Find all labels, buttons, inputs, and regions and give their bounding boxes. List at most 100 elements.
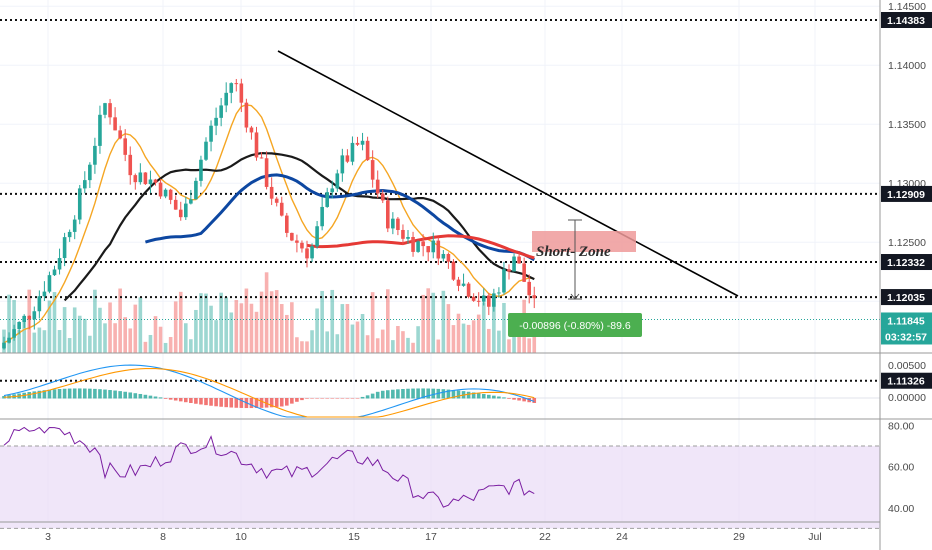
macd-histogram-bar <box>345 398 350 399</box>
rsi-band <box>0 446 880 529</box>
macd-histogram-bar <box>355 398 360 399</box>
volume-bar <box>264 272 269 353</box>
macd-histogram-bar <box>229 398 234 408</box>
price-scale[interactable]: 1.145001.140001.135001.130001.125001.120… <box>881 1 932 515</box>
volume-bar <box>234 299 239 353</box>
volume-bar <box>83 318 87 353</box>
candle-body <box>22 315 26 322</box>
macd-histogram-bar <box>290 398 294 404</box>
candle-body <box>380 193 385 201</box>
volume-bar <box>481 302 486 353</box>
macd-histogram-bar <box>219 398 223 407</box>
candle-body <box>269 186 274 199</box>
macd-histogram-bar <box>426 388 430 399</box>
volume-bar <box>365 335 370 353</box>
candle-body <box>320 206 324 227</box>
volume-bar <box>431 292 436 353</box>
price-scale-tag: 1.12035 <box>881 289 932 306</box>
candle-body <box>481 295 486 302</box>
candlestick-series[interactable] <box>2 78 537 350</box>
volume-bar <box>168 337 173 353</box>
volume-bar <box>375 338 380 353</box>
volume-bar <box>229 312 234 353</box>
candle-body <box>178 209 183 218</box>
macd-histogram-bar <box>259 398 264 408</box>
volume-bar <box>128 328 133 353</box>
candle-body <box>98 114 102 146</box>
candle-body <box>345 155 350 162</box>
candle-body <box>83 180 87 189</box>
macd-histogram-bar <box>421 388 425 399</box>
volume-bar <box>335 334 340 353</box>
candle-body <box>350 142 355 162</box>
macd-histogram-bar <box>189 398 193 403</box>
candle-body <box>279 202 284 216</box>
candle-body <box>300 242 304 249</box>
macd-histogram-bar <box>158 397 163 399</box>
macd-histogram-bar <box>274 398 279 407</box>
candle-body <box>456 279 461 286</box>
macd-histogram-bar <box>199 398 203 405</box>
volume-bar <box>103 323 107 353</box>
volume-bar <box>456 313 461 353</box>
macd-histogram-bar <box>194 398 198 404</box>
candle-body <box>158 182 163 197</box>
volume-bar <box>441 290 446 353</box>
volume-bar <box>254 311 259 353</box>
rsi-line <box>3 426 535 508</box>
candle-body <box>47 275 52 292</box>
candle-body <box>461 283 466 286</box>
macd-histogram-bar <box>481 393 486 399</box>
macd-histogram-bar <box>502 397 506 399</box>
macd-histogram-bar <box>103 389 107 399</box>
time-tick-label: 10 <box>235 531 247 543</box>
candle-body <box>239 83 244 103</box>
macd-indicator <box>0 364 880 418</box>
candle-body <box>512 256 516 272</box>
volume-bar <box>325 331 329 353</box>
candle-body <box>229 83 234 93</box>
price-tick-label: 1.14500 <box>888 1 926 13</box>
time-scale[interactable]: 3 8 10 15 17 22 24 29 Jul <box>45 531 822 543</box>
volume-bar <box>487 328 491 353</box>
candle-body <box>244 102 249 128</box>
macd-histogram-bar <box>380 390 385 399</box>
candle-body <box>386 200 390 229</box>
macd-histogram-bar <box>386 390 390 399</box>
volume-bar <box>269 291 274 353</box>
macd-histogram-bar <box>143 394 148 399</box>
volume-bar <box>310 330 314 353</box>
candle-body <box>431 240 436 253</box>
measure-tool[interactable]: -0.00896 (-0.80%) -89.6 <box>508 219 642 337</box>
volume-bar <box>527 338 531 353</box>
volume-bar <box>173 301 178 353</box>
volume-bar <box>492 295 496 353</box>
candle-body <box>52 269 57 276</box>
volume-bar <box>108 302 112 353</box>
candle-body <box>148 179 153 185</box>
volume-bar <box>204 293 208 353</box>
candle-body <box>153 179 158 183</box>
volume-bar <box>209 305 213 353</box>
ma-slow-line <box>144 173 536 262</box>
candle-body <box>330 188 335 193</box>
horizontal-levels[interactable] <box>0 19 880 382</box>
macd-histogram-bar <box>315 398 319 399</box>
descending-trendline[interactable] <box>277 50 739 297</box>
candle-body <box>522 263 526 282</box>
short-zone[interactable]: Short- Zone <box>532 231 636 260</box>
volume-bar <box>436 339 441 353</box>
ma-long-line <box>306 234 535 260</box>
volume-bar <box>189 339 193 353</box>
macd-histogram-bar <box>98 389 102 399</box>
candle-body <box>199 159 203 181</box>
macd-tick-label: 0.00000 <box>888 392 926 404</box>
macd-histogram-bar <box>285 398 289 406</box>
time-tick-label: 24 <box>616 531 628 543</box>
price-tag-label: 1.12035 <box>887 292 925 304</box>
time-tick-label: 17 <box>425 531 437 543</box>
macd-histogram-bar <box>133 393 138 399</box>
candle-body <box>492 293 496 307</box>
volume-bar <box>148 334 153 353</box>
